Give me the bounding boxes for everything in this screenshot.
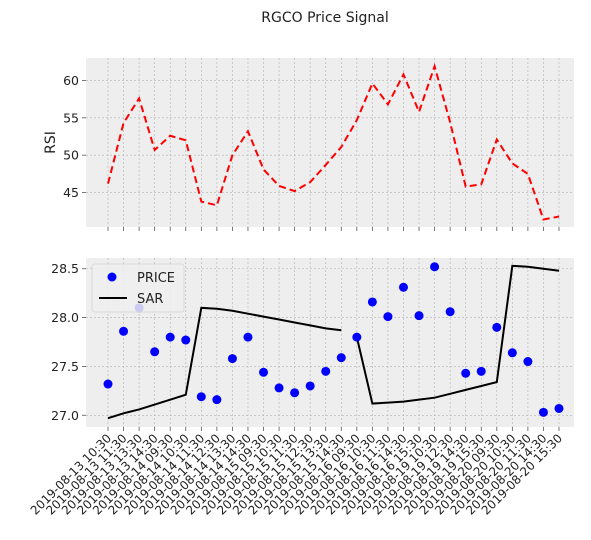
price-point [212,395,222,405]
price-sar-panel: 27.0 27.5 28.0 28.5 PRICE SAR [51,258,574,431]
price-point [336,353,346,363]
rsi-ytick-label: 60 [63,73,79,88]
price-point [383,312,393,322]
price-point [119,326,129,336]
price-point [414,311,424,321]
price-point [554,403,564,413]
rsi-panel: 45 50 55 60 RSI [43,58,574,231]
price-point [181,335,191,345]
price-point [523,357,533,367]
rsi-line [107,62,560,221]
rsi-ytick-label: 55 [63,110,79,125]
price-point [150,347,160,357]
rsi-ytick-label: 50 [63,148,79,163]
price-point [196,392,206,402]
rsi-ytick-label: 45 [63,185,79,200]
chart-title: RGCO Price Signal [261,10,388,26]
price-point [305,381,315,391]
price-ytick-label: 27.5 [51,359,79,374]
legend-sar-label: SAR [137,292,163,307]
legend-price-label: PRICE [137,271,175,286]
price-point [274,383,284,393]
price-point [367,297,377,307]
price-ytick-label: 28.5 [51,261,79,276]
price-point [165,332,175,342]
price-point [492,322,502,332]
price-point [476,366,486,376]
price-ytick-label: 28.0 [51,310,79,325]
sar-line-segment [355,264,560,405]
price-point [243,332,253,342]
sar-line-segment [107,306,342,420]
price-point [507,348,517,358]
legend: PRICE SAR [91,263,185,313]
price-ytick-label: 27.0 [51,408,79,423]
price-point [445,307,455,317]
rsi-plot-background [86,58,574,227]
rsi-axis-label: RSI [43,131,59,154]
legend-price-marker [107,272,117,282]
price-point [259,367,269,377]
price-point [430,262,440,272]
price-point [398,282,408,292]
price-point [290,388,300,398]
price-point [227,354,237,364]
price-point [352,332,362,342]
price-point [321,366,331,376]
price-point [461,368,471,378]
price-point [103,379,113,389]
price-point [538,407,548,417]
